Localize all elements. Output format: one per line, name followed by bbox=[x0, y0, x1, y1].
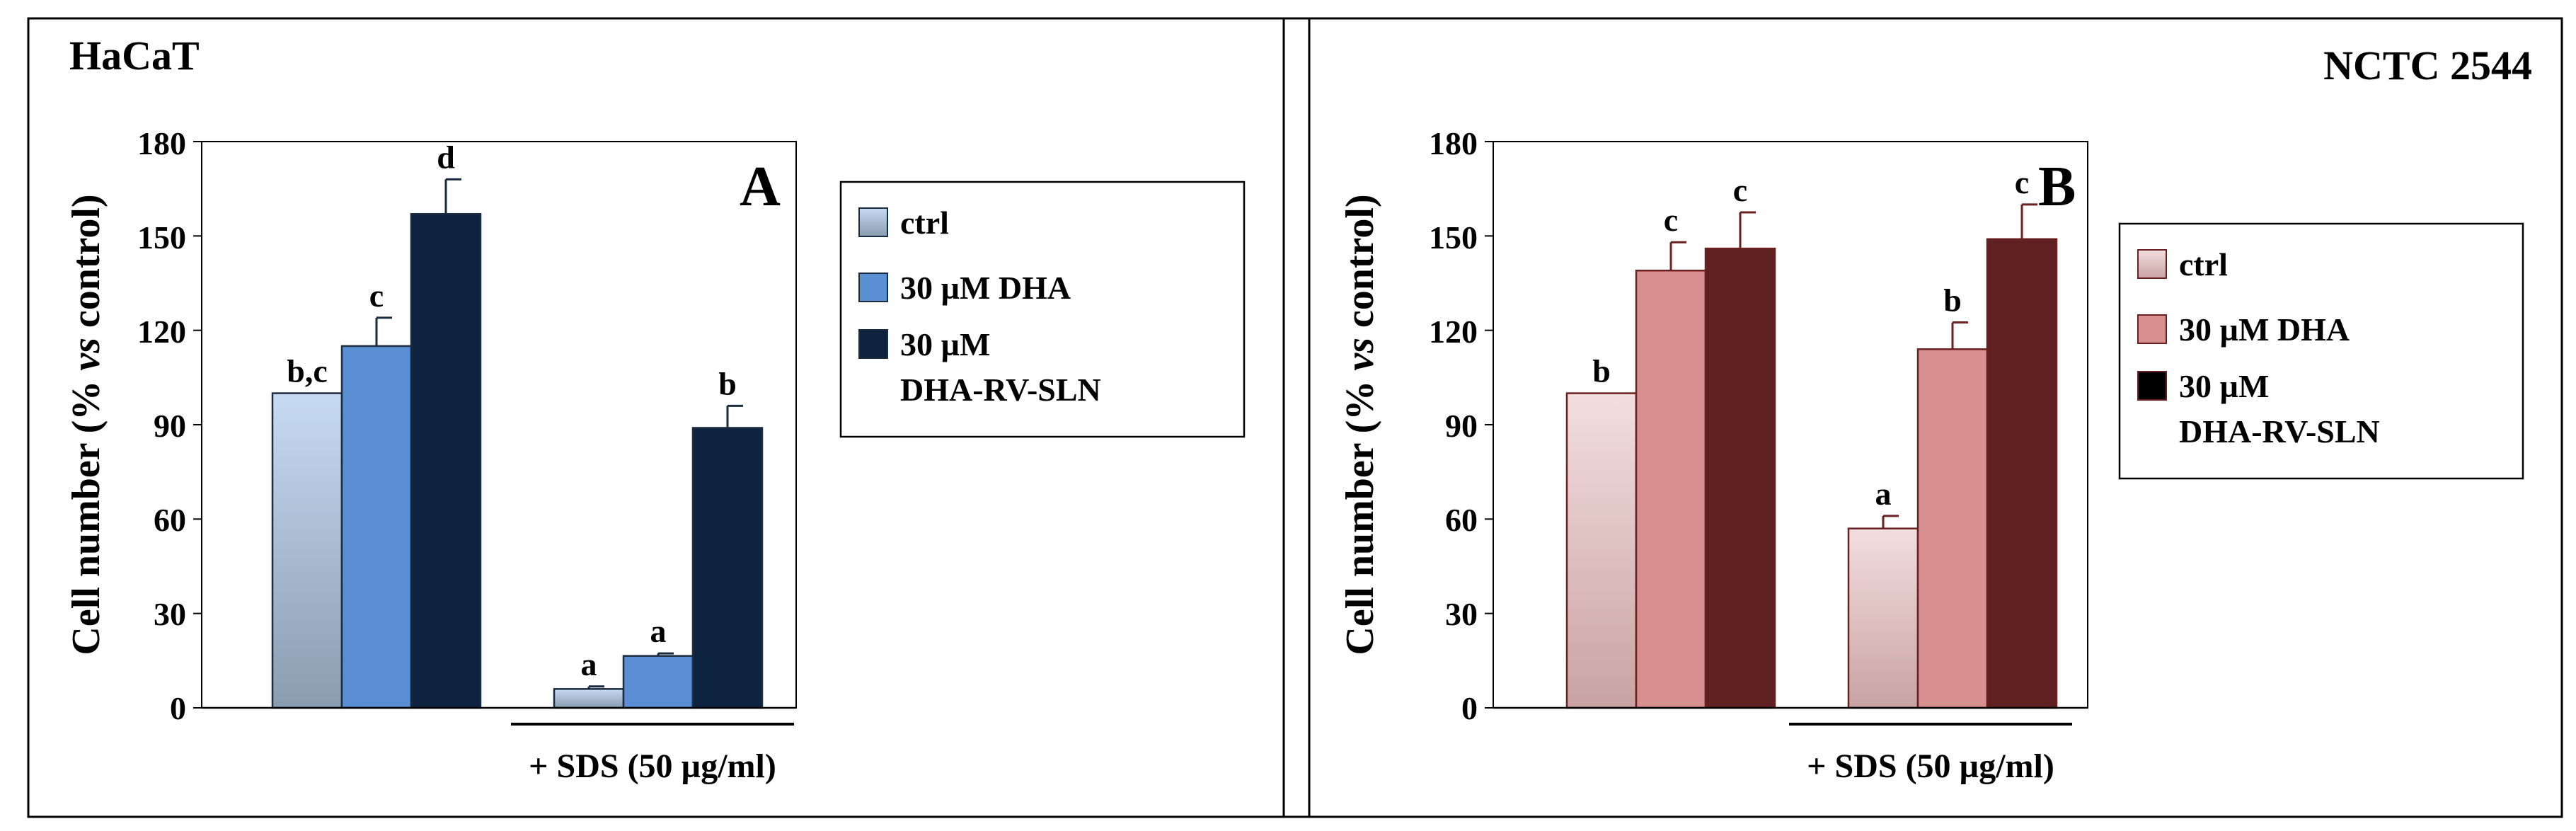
panel-b-y-title-pre: Cell number (% bbox=[1338, 371, 1382, 655]
panel-a-y-title-post: control) bbox=[64, 194, 108, 338]
panel-a-sig-letter-dha-group1: c bbox=[369, 277, 384, 314]
panel-a-letter: A bbox=[740, 156, 781, 218]
panel-b-ytick-120: 120 bbox=[1429, 314, 1478, 350]
panel-b-sig-letter-dha-rv-sln-group2: c bbox=[2015, 164, 2029, 200]
panel-b-y-ticks: 0 30 60 90 120 150 180 bbox=[1429, 125, 1478, 726]
panel-b-legend-label-sln-1: 30 µM bbox=[2179, 368, 2269, 404]
panel-b-legend-label-ctrl: ctrl bbox=[2179, 246, 2228, 282]
panel-a-y-axis-title: Cell number (% vs control) bbox=[64, 194, 108, 655]
panel-a-legend-swatch-sln bbox=[858, 329, 888, 359]
panel-b-ytick-60: 60 bbox=[1445, 502, 1478, 538]
panel-a-legend-swatch-dha bbox=[858, 273, 888, 302]
panel-a-sig-letter-dha-rv-sln-group2: b bbox=[718, 365, 737, 401]
panel-b-legend-swatch-sln bbox=[2137, 371, 2167, 401]
panel-a-legend-label-sln-2: DHA-RV-SLN bbox=[900, 372, 1101, 408]
panel-a-sig-letter-ctrl-group2: a bbox=[581, 646, 597, 682]
panel-a-ytick-30: 30 bbox=[154, 596, 186, 632]
panel-a: HaCaT A Cell number (% vs control) 0 30 … bbox=[27, 17, 1311, 818]
panel-b-legend-swatch-dha bbox=[2137, 314, 2167, 344]
panel-a-bar-dha-group2 bbox=[622, 655, 694, 709]
panel-a-legend-label-ctrl: ctrl bbox=[900, 205, 949, 241]
panel-a-legend-box bbox=[839, 180, 1246, 438]
panel-a-ytick-180: 180 bbox=[137, 125, 186, 161]
panel-b-letter: B bbox=[2038, 156, 2076, 218]
panel-a-tick-marks bbox=[193, 141, 796, 709]
panel-a-ytick-90: 90 bbox=[154, 408, 186, 444]
panel-b-ytick-30: 30 bbox=[1445, 596, 1478, 632]
panel-b-sig-letter-ctrl-group1: b bbox=[1592, 353, 1611, 389]
panel-b-bar-ctrl-group1 bbox=[1565, 392, 1638, 709]
panel-a-cell-line: HaCaT bbox=[69, 33, 200, 79]
panel-a-sig-letter-dha-rv-sln-group1: d bbox=[437, 139, 455, 175]
panel-b-y-title-post: control) bbox=[1338, 194, 1382, 338]
panel-a-y-ticks: 0 30 60 90 120 150 180 bbox=[137, 125, 186, 726]
panel-b-legend: ctrl 30 µM DHA 30 µM DHA-RV-SLN bbox=[2118, 222, 2524, 480]
panel-b-y-title-vs: vs bbox=[1338, 338, 1382, 371]
panel-b-bar-dha-group1 bbox=[1635, 269, 1707, 709]
panel-b-legend-label-dha: 30 µM DHA bbox=[2179, 311, 2350, 348]
panel-a-group-label: + SDS (50 µg/ml) bbox=[529, 747, 776, 785]
panel-a-y-title-pre: Cell number (% bbox=[64, 371, 108, 655]
panel-a-legend-label-dha: 30 µM DHA bbox=[900, 270, 1071, 306]
panel-b-bar-ctrl-group2 bbox=[1847, 527, 1919, 709]
panel-a-legend-swatch-ctrl bbox=[858, 207, 888, 237]
panel-a-bars: b,c a c a d b bbox=[271, 139, 764, 709]
panel-b-sig-letter-dha-rv-sln-group1: c bbox=[1733, 172, 1747, 208]
panel-a-y-title-vs: vs bbox=[64, 338, 108, 371]
panel-a-ytick-60: 60 bbox=[154, 502, 186, 538]
panel-a-frame bbox=[27, 17, 1311, 818]
panel-b-sig-letter-dha-group1: c bbox=[1664, 202, 1678, 238]
panel-a-plot-area: b,c a c a d b bbox=[193, 139, 797, 709]
panel-b-bar-dha-rv-sln-group1 bbox=[1704, 247, 1776, 709]
panel-a-bar-dha-rv-sln-group2 bbox=[691, 427, 764, 709]
panel-b-legend-label-sln-2: DHA-RV-SLN bbox=[2179, 413, 2380, 449]
panel-b-bar-dha-rv-sln-group2 bbox=[1986, 238, 2058, 709]
panel-a-bar-ctrl-group1 bbox=[271, 392, 343, 709]
panel-b-legend-swatch-ctrl bbox=[2137, 249, 2167, 279]
panel-a-bar-ctrl-group2 bbox=[553, 688, 625, 709]
panel-a-ytick-150: 150 bbox=[137, 219, 186, 256]
panel-b: NCTC 2544 B Cell number (% vs control) 0… bbox=[1282, 17, 2563, 818]
panel-b-bar-dha-group2 bbox=[1916, 348, 1989, 709]
panel-b-ytick-180: 180 bbox=[1429, 125, 1478, 161]
panel-b-y-axis-title: Cell number (% vs control) bbox=[1338, 194, 1382, 655]
panel-b-legend-box bbox=[2118, 222, 2524, 480]
panel-b-ytick-90: 90 bbox=[1445, 408, 1478, 444]
panel-a-ytick-0: 0 bbox=[170, 690, 186, 726]
panel-a-ytick-120: 120 bbox=[137, 314, 186, 350]
panel-b-tick-marks bbox=[1485, 141, 2088, 709]
panel-a-legend: ctrl 30 µM DHA 30 µM DHA-RV-SLN bbox=[839, 180, 1246, 438]
panel-b-ytick-150: 150 bbox=[1429, 219, 1478, 256]
panel-b-plot-area: b a c b c c bbox=[1485, 141, 2088, 709]
panel-a-bar-dha-group1 bbox=[340, 345, 413, 709]
panel-b-ytick-0: 0 bbox=[1461, 690, 1478, 726]
panel-a-sig-letter-dha-group2: a bbox=[650, 613, 667, 649]
panel-a-legend-label-sln-1: 30 µM bbox=[900, 326, 990, 362]
panel-a-bar-dha-rv-sln-group1 bbox=[410, 212, 482, 709]
panel-a-sig-letter-ctrl-group1: b,c bbox=[287, 353, 328, 389]
panel-b-bars: b a c b c c bbox=[1565, 164, 2058, 709]
panel-b-sig-letter-dha-group2: b bbox=[1943, 282, 1962, 319]
panel-b-cell-line: NCTC 2544 bbox=[2323, 42, 2532, 88]
panel-b-group-label: + SDS (50 µg/ml) bbox=[1807, 747, 2054, 785]
panel-b-sig-letter-ctrl-group2: a bbox=[1875, 476, 1892, 512]
panel-b-frame bbox=[1282, 17, 2563, 818]
